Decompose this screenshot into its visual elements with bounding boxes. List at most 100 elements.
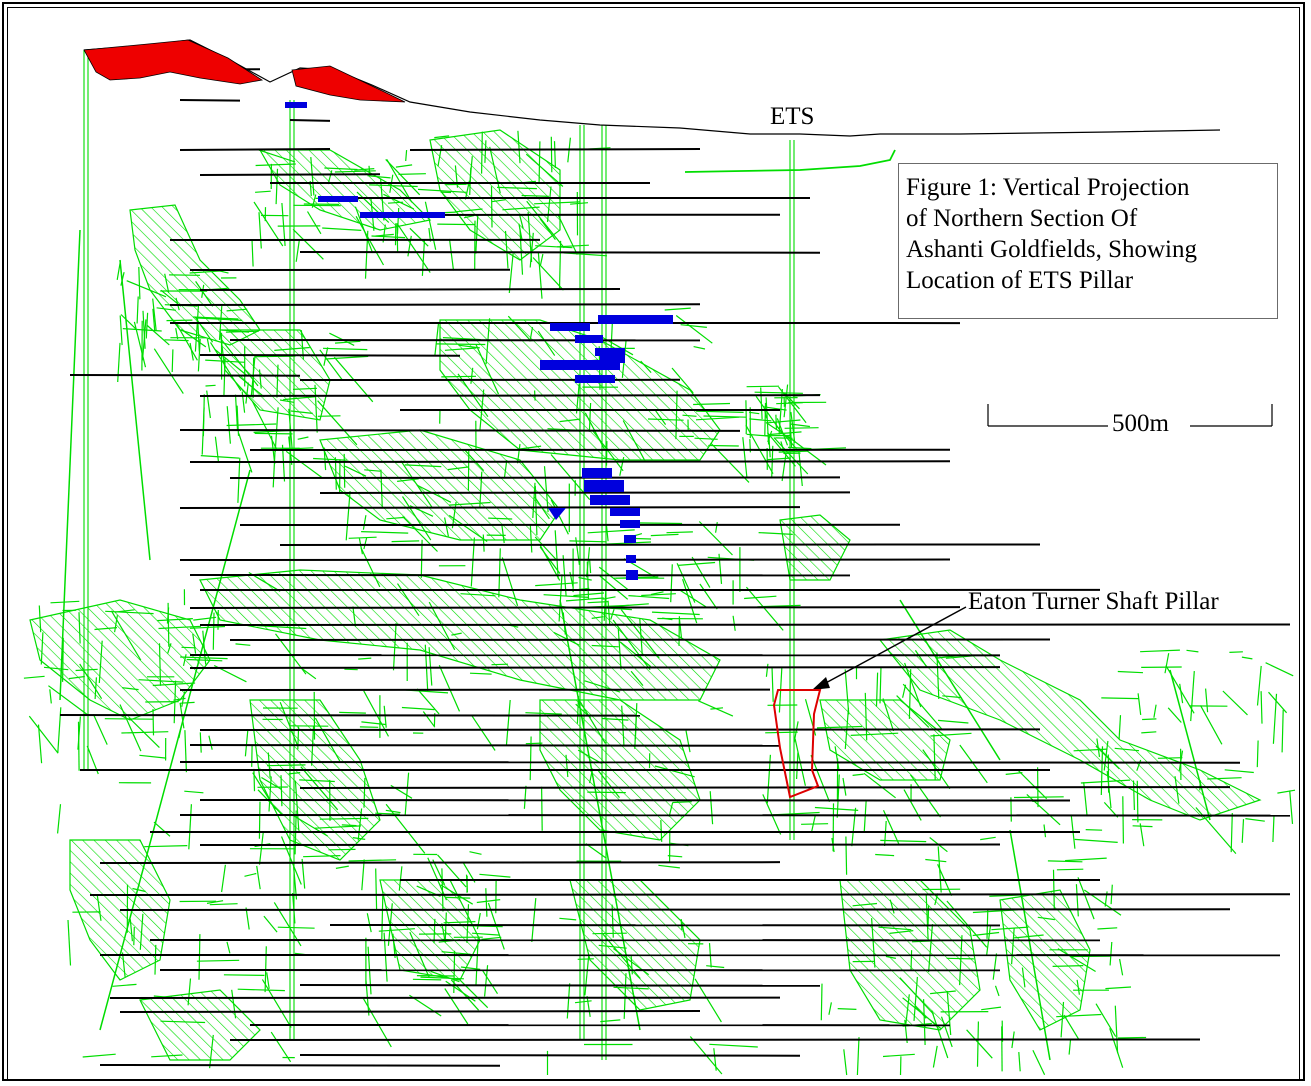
development-drive [1109, 941, 1113, 966]
development-drive [880, 839, 927, 843]
development-drive [465, 874, 468, 893]
development-drive [745, 400, 747, 427]
development-drive [650, 533, 679, 537]
development-drive [119, 704, 142, 752]
development-drive [844, 707, 850, 749]
development-drive [469, 672, 492, 675]
development-drive [448, 514, 488, 542]
development-drive [263, 915, 278, 933]
development-drive [613, 986, 649, 990]
development-drive [658, 864, 680, 869]
figure-caption: Figure 1: Vertical Projection of Norther… [898, 163, 1278, 319]
development-drive [485, 888, 488, 917]
development-drive [258, 831, 264, 865]
development-drive [383, 705, 387, 728]
development-drive [875, 672, 879, 707]
development-drive [245, 907, 250, 930]
development-drive [1207, 777, 1242, 780]
development-drive [334, 170, 376, 173]
development-drive [361, 721, 386, 726]
development-drive [201, 407, 205, 455]
development-drive [206, 390, 211, 419]
development-drive [345, 491, 351, 541]
development-drive [570, 202, 589, 205]
development-drive [845, 836, 848, 875]
development-drive [472, 932, 500, 936]
development-drive [187, 978, 192, 1006]
development-drive [1037, 916, 1055, 921]
blue-stope [548, 508, 566, 520]
development-drive [202, 630, 207, 665]
development-drive [361, 859, 365, 891]
development-drive [491, 663, 509, 666]
development-drive [654, 408, 667, 425]
development-drive [766, 406, 787, 411]
development-drive [541, 786, 543, 831]
development-drive [566, 983, 571, 1019]
surface-pit-2 [291, 65, 406, 103]
development-drive [788, 446, 812, 450]
development-drive [441, 923, 446, 942]
development-drive [602, 933, 641, 979]
development-drive [931, 1010, 949, 1059]
stope-area [569, 879, 701, 1011]
development-drive [694, 437, 718, 440]
development-drive [598, 944, 627, 949]
development-drive [1065, 857, 1107, 862]
blue-stope [626, 570, 638, 580]
development-drive [852, 773, 864, 776]
pillar-arrowhead [812, 677, 830, 690]
development-drive [744, 595, 777, 600]
development-drive [279, 701, 299, 747]
level-drive [179, 814, 1291, 817]
development-drive [1140, 649, 1180, 653]
development-drive [959, 744, 988, 784]
development-drive [481, 131, 483, 174]
development-drive [527, 212, 533, 263]
development-drive [588, 402, 592, 432]
development-drive [396, 223, 431, 273]
development-drive [167, 602, 170, 647]
development-drive [518, 223, 523, 241]
development-drive [427, 857, 448, 901]
development-drive [139, 913, 144, 950]
development-drive [279, 399, 294, 403]
development-drive [599, 575, 629, 600]
development-drive [464, 449, 485, 472]
development-drive [153, 348, 184, 394]
development-drive [550, 136, 553, 173]
development-drive [38, 605, 42, 633]
development-drive [1032, 1050, 1046, 1076]
development-drive [910, 950, 913, 971]
inclined-drive [59, 229, 81, 701]
inclined-drive [1009, 829, 1051, 1061]
development-drive [195, 317, 243, 321]
development-drive [479, 873, 511, 878]
development-drive [654, 765, 695, 778]
development-drive [981, 1006, 1002, 1011]
development-drive [194, 316, 214, 343]
development-drive [539, 253, 544, 266]
blue-stope [600, 355, 625, 363]
development-drive [490, 186, 493, 228]
development-drive [491, 199, 506, 203]
development-drive [188, 804, 192, 850]
development-drive [186, 658, 223, 662]
level-drive [199, 354, 461, 357]
development-drive [166, 319, 193, 322]
development-drive [281, 202, 286, 246]
development-drive [553, 141, 556, 169]
development-drive [664, 307, 691, 311]
development-drive [354, 168, 375, 171]
development-drive [875, 853, 895, 857]
development-drive [323, 347, 329, 366]
development-drive [251, 239, 254, 267]
stope-area [429, 129, 561, 261]
development-drive [352, 837, 366, 840]
development-drive [62, 637, 64, 682]
development-drive [398, 173, 426, 175]
development-drive [435, 343, 486, 346]
inclined-drive [899, 599, 1001, 761]
development-drive [537, 330, 556, 356]
